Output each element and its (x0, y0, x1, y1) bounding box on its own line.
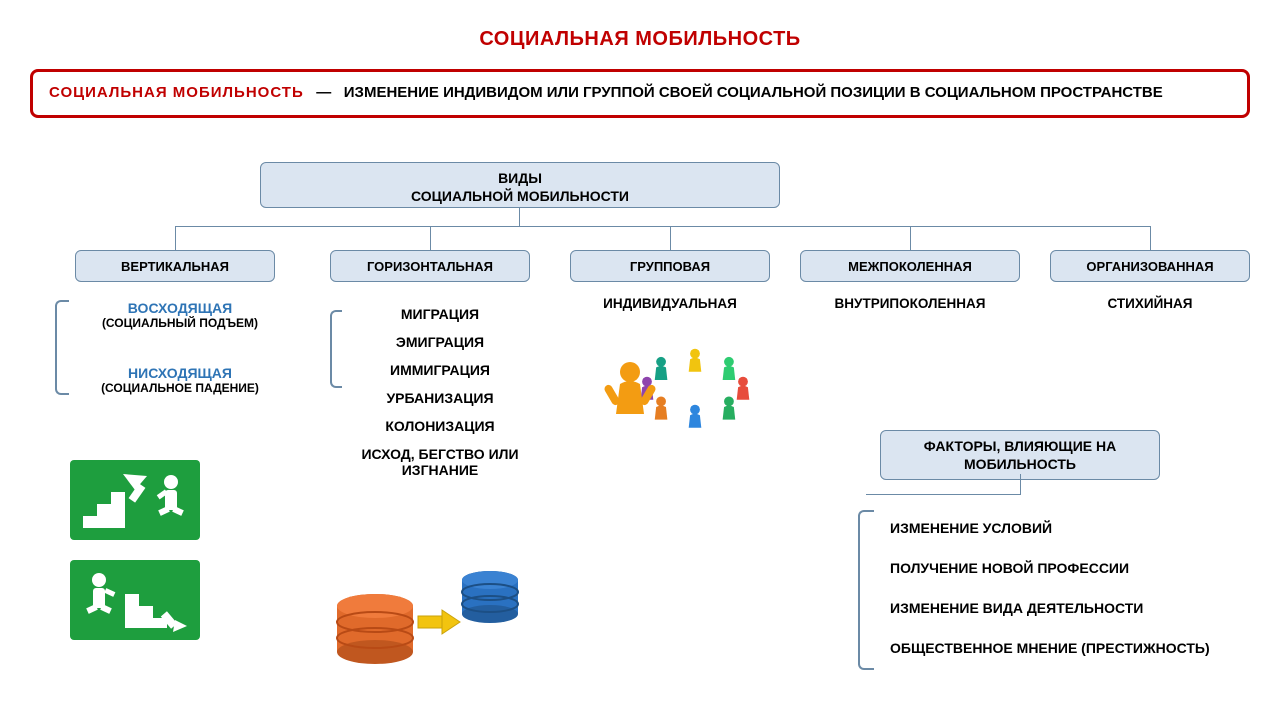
connector (519, 208, 520, 226)
connector (1150, 226, 1151, 250)
branch-node: ОРГАНИЗОВАННАЯ (1050, 250, 1250, 282)
vertical-subitem: НИСХОДЯЩАЯ(СОЦИАЛЬНОЕ ПАДЕНИЕ) (70, 365, 290, 395)
definition-text (335, 84, 343, 101)
stairs-down-icon (70, 560, 200, 640)
horizontal-subitem: КОЛОНИЗАЦИЯ (330, 418, 550, 434)
branch-subtext: ВНУТРИПОКОЛЕННАЯ (800, 296, 1020, 311)
branch-node: МЕЖПОКОЛЕННАЯ (800, 250, 1020, 282)
horizontal-subitem: ЭМИГРАЦИЯ (330, 334, 550, 350)
branch-node: ВЕРТИКАЛЬНАЯ (75, 250, 275, 282)
vertical-subitem: ВОСХОДЯЩАЯ(СОЦИАЛЬНЫЙ ПОДЪЕМ) (70, 300, 290, 330)
factors-box: ФАКТОРЫ, ВЛИЯЮЩИЕ НА МОБИЛЬНОСТЬ (880, 430, 1160, 480)
page-title: СОЦИАЛЬНАЯ МОБИЛЬНОСТЬ (0, 0, 1280, 51)
root-line2: СОЦИАЛЬНОЙ МОБИЛЬНОСТИ (261, 187, 779, 205)
hierarchy-root: ВИДЫ СОЦИАЛЬНОЙ МОБИЛЬНОСТИ (260, 162, 780, 208)
branch-subtext: ИНДИВИДУАЛЬНАЯ (570, 296, 770, 311)
bracket-icon (55, 300, 69, 395)
horizontal-subitem: ИСХОД, БЕГСТВО ИЛИ ИЗГНАНИЕ (330, 446, 550, 478)
connector (175, 226, 1150, 227)
horizontal-subitem: МИГРАЦИЯ (330, 306, 550, 322)
connector (175, 226, 176, 250)
stairs-up-icon (70, 460, 200, 540)
connector (866, 494, 1021, 495)
branch-subtext: СТИХИЙНАЯ (1050, 296, 1250, 311)
database-transfer-icon (320, 560, 540, 680)
connector (670, 226, 671, 250)
bracket-icon (858, 510, 874, 670)
root-line1: ВИДЫ (261, 169, 779, 187)
definition-term: СОЦИАЛЬНАЯ МОБИЛЬНОСТЬ (49, 84, 304, 101)
branch-node: ГОРИЗОНТАЛЬНАЯ (330, 250, 530, 282)
connector (430, 226, 431, 250)
horizontal-subitem: ИММИГРАЦИЯ (330, 362, 550, 378)
definition-dash (308, 84, 316, 101)
factor-item: ИЗМЕНЕНИЕ ВИДА ДЕЯТЕЛЬНОСТИ (890, 600, 1250, 616)
branch-node: ГРУППОВАЯ (570, 250, 770, 282)
definition-box: СОЦИАЛЬНАЯ МОБИЛЬНОСТЬ — ИЗМЕНЕНИЕ ИНДИВ… (30, 69, 1250, 118)
factor-item: ПОЛУЧЕНИЕ НОВОЙ ПРОФЕССИИ (890, 560, 1250, 576)
horizontal-sublist: МИГРАЦИЯ ЭМИГРАЦИЯ ИММИГРАЦИЯ УРБАНИЗАЦИЯ КО… (330, 306, 550, 490)
connector (1020, 474, 1021, 494)
connector (910, 226, 911, 250)
people-circle-icon (600, 320, 760, 450)
factor-item: ИЗМЕНЕНИЕ УСЛОВИЙ (890, 520, 1250, 536)
horizontal-subitem: УРБАНИЗАЦИЯ (330, 390, 550, 406)
factor-item: ОБЩЕСТВЕННОЕ МНЕНИЕ (ПРЕСТИЖНОСТЬ) (890, 640, 1250, 656)
